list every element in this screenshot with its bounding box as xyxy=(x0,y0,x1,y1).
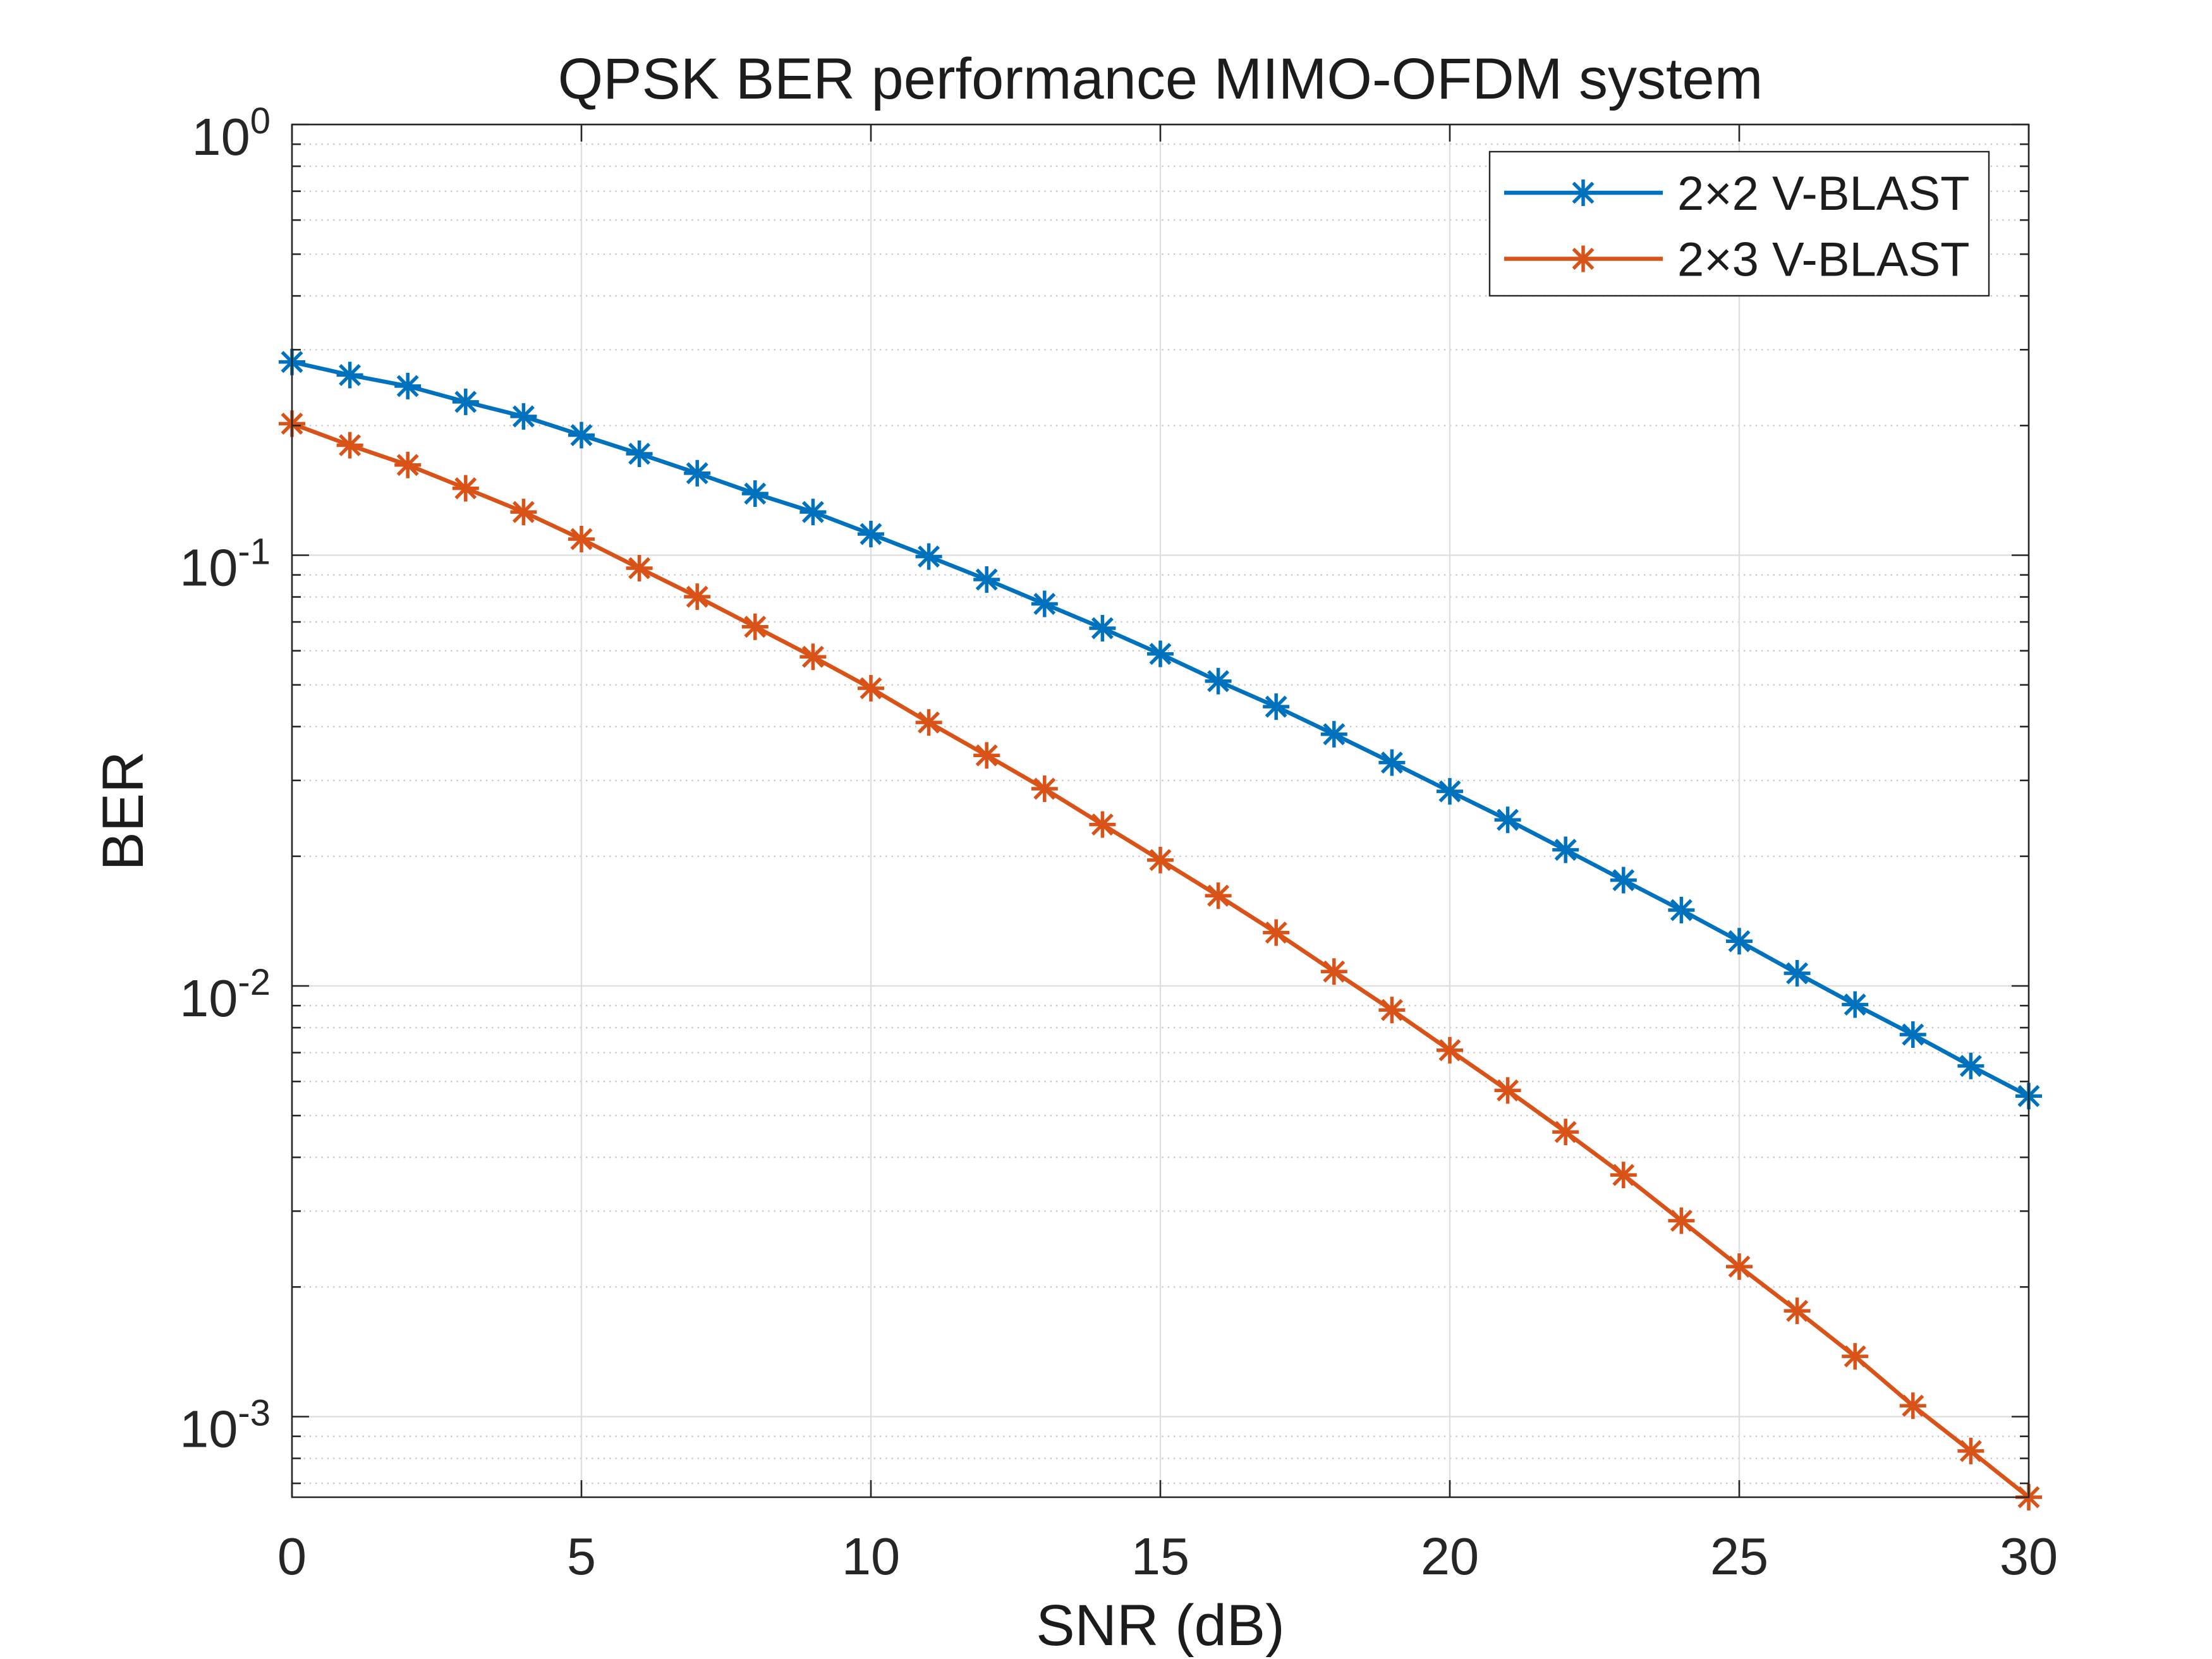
y-tick-label-exponent: -3 xyxy=(238,1393,270,1434)
y-tick-label-base: 10 xyxy=(179,538,238,597)
legend-marker-sample xyxy=(1570,179,1596,206)
data-point-marker xyxy=(510,499,537,526)
data-point-marker xyxy=(336,362,363,389)
data-point-marker xyxy=(1031,775,1058,802)
data-point-marker xyxy=(1031,590,1058,617)
y-tick-label: 10-1 xyxy=(179,532,270,597)
x-tick-label: 30 xyxy=(2000,1527,2058,1586)
data-point-marker xyxy=(1899,1021,1926,1048)
legend-label: 2×2 V-BLAST xyxy=(1677,167,1970,221)
legend-entry-2x3-v-blast: 2×3 V-BLAST xyxy=(1504,233,1970,287)
data-point-marker xyxy=(1899,1392,1926,1419)
data-point-marker xyxy=(1784,1297,1811,1325)
legend: 2×2 V-BLAST 2×3 V-BLAST xyxy=(1488,150,1990,297)
data-point-marker xyxy=(1668,1207,1695,1234)
data-point-marker xyxy=(1437,1036,1463,1064)
data-point-marker xyxy=(626,440,653,467)
y-tick-label: 10-2 xyxy=(179,962,270,1028)
data-point-marker xyxy=(568,422,595,449)
data-point-marker xyxy=(1494,1077,1521,1104)
data-point-marker xyxy=(915,709,942,736)
data-point-marker xyxy=(1552,836,1579,863)
data-point-marker xyxy=(1957,1052,1984,1079)
data-point-marker xyxy=(684,459,711,487)
data-point-marker xyxy=(568,525,595,552)
y-tick-label-base: 10 xyxy=(179,969,238,1028)
data-point-marker xyxy=(1263,919,1290,946)
data-point-marker xyxy=(1089,811,1116,838)
data-point-marker xyxy=(1378,749,1406,776)
y-tick-label-exponent: -2 xyxy=(238,962,270,1003)
data-point-marker xyxy=(1552,1119,1579,1146)
y-tick-label: 100 xyxy=(191,100,270,166)
data-point-marker xyxy=(799,643,827,671)
data-point-marker xyxy=(394,372,422,399)
x-axis-label: SNR (dB) xyxy=(1036,1593,1285,1658)
legend-box xyxy=(1488,150,1990,297)
x-tick-label: 10 xyxy=(842,1527,900,1586)
y-tick-label-exponent: 0 xyxy=(250,100,270,142)
data-point-marker xyxy=(626,555,653,582)
data-point-marker xyxy=(684,583,711,611)
data-point-marker xyxy=(1320,958,1347,985)
y-axis-label: BER xyxy=(91,751,155,870)
data-point-marker xyxy=(973,566,1000,593)
data-point-marker xyxy=(1957,1437,1984,1464)
data-point-marker xyxy=(1842,991,1869,1018)
data-point-marker xyxy=(973,742,1000,769)
x-tick-label: 5 xyxy=(567,1527,596,1586)
data-point-marker xyxy=(1726,928,1753,955)
data-point-marker xyxy=(1610,1162,1637,1189)
data-point-marker xyxy=(1147,640,1174,667)
x-tick-label: 25 xyxy=(1710,1527,1768,1586)
x-tick-label: 15 xyxy=(1131,1527,1189,1586)
series-2x2-v-blast xyxy=(279,348,2042,1110)
data-point-marker xyxy=(1842,1343,1869,1370)
y-tick-label-exponent: -1 xyxy=(238,532,270,573)
data-point-marker xyxy=(452,475,479,502)
y-tick-label-base: 10 xyxy=(191,107,250,166)
data-point-marker xyxy=(1263,693,1290,720)
legend-label: 2×3 V-BLAST xyxy=(1677,233,1970,287)
data-point-marker xyxy=(915,543,942,570)
x-tick-label: 0 xyxy=(277,1527,307,1586)
data-point-marker xyxy=(741,480,769,507)
data-point-marker xyxy=(1784,959,1811,987)
legend-entry-2x2-v-blast: 2×2 V-BLAST xyxy=(1504,167,1970,221)
data-point-marker xyxy=(741,613,769,640)
data-point-marker xyxy=(1320,720,1347,748)
data-point-marker xyxy=(1205,882,1232,909)
data-point-marker xyxy=(452,388,479,415)
data-point-marker xyxy=(1147,846,1174,873)
data-point-marker xyxy=(1089,614,1116,641)
data-point-marker xyxy=(1205,667,1232,695)
data-point-marker xyxy=(799,499,827,526)
x-tick-label: 20 xyxy=(1421,1527,1479,1586)
data-point-marker xyxy=(858,675,884,702)
legend-marker-sample xyxy=(1570,245,1596,272)
data-point-marker xyxy=(1668,896,1695,923)
data-point-marker xyxy=(394,451,422,478)
data-point-marker xyxy=(336,432,363,459)
data-point-marker xyxy=(1726,1253,1753,1280)
data-point-marker xyxy=(1494,806,1521,834)
data-point-marker xyxy=(1437,778,1463,805)
y-tick-label-base: 10 xyxy=(179,1400,238,1459)
data-point-marker xyxy=(510,403,537,430)
chart-title: QPSK BER performance MIMO-OFDM system xyxy=(558,47,1763,111)
y-tick-label: 10-3 xyxy=(179,1393,270,1459)
data-point-marker xyxy=(1610,866,1637,894)
data-point-marker xyxy=(1378,997,1406,1024)
axes-frame xyxy=(291,123,2030,1498)
data-point-marker xyxy=(858,520,884,547)
